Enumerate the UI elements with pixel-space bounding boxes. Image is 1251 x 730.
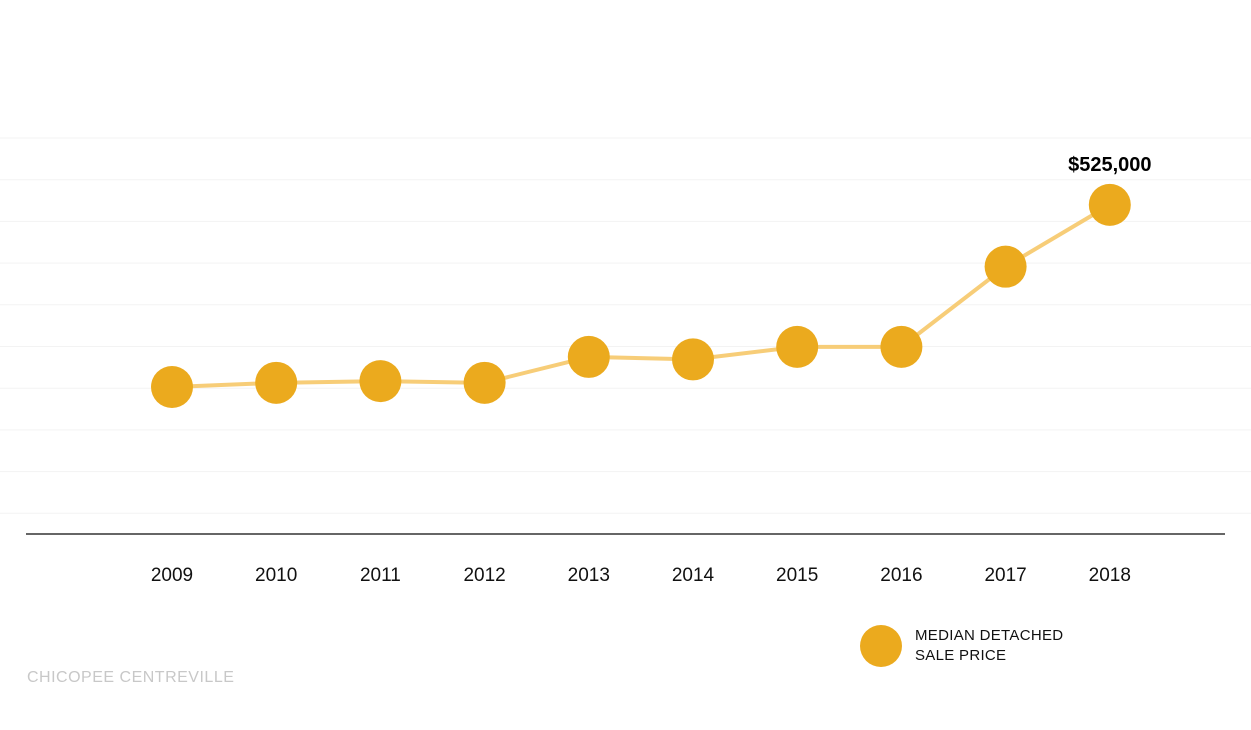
x-tick-label-2010: 2010 [255,565,297,586]
footer-location-label: CHICOPEE CENTREVILLE [27,669,235,686]
x-tick-label-2014: 2014 [672,565,715,586]
x-tick-label-2016: 2016 [880,565,922,586]
x-tick-label-2009: 2009 [151,565,193,586]
data-point-2018 [1088,183,1131,226]
x-tick-label-2017: 2017 [984,565,1026,586]
x-tick-label-2015: 2015 [776,565,818,586]
legend-swatch [860,625,902,667]
data-labels: $525,000 [1068,154,1151,176]
legend-label: MEDIAN DETACHED SALE PRICE [915,626,1063,666]
data-point-2009 [151,365,193,408]
legend: MEDIAN DETACHED SALE PRICE [860,625,1063,667]
data-label-2018: $525,000 [1068,154,1151,176]
gridlines [0,137,1251,514]
series-line [171,203,1111,389]
x-tick-label-2013: 2013 [568,565,610,586]
data-point-2015 [776,325,819,368]
data-point-2010 [255,361,298,404]
x-tick-label-2012: 2012 [463,565,505,586]
legend-label-line1: MEDIAN DETACHED [915,627,1064,644]
x-tick-labels: 2009 2010 2011 2012 2013 2014 2015 2016 2017 2018 [151,565,1131,586]
x-tick-label-2011: 2011 [360,565,401,586]
x-tick-label-2018: 2018 [1089,565,1131,586]
legend-label-line2: SALE PRICE [915,647,1007,664]
data-points [151,183,1131,408]
data-point-2016 [880,325,923,368]
data-point-2017 [984,245,1027,288]
data-point-2012 [463,361,506,404]
data-point-2013 [567,335,610,378]
data-point-2011 [359,360,402,403]
data-point-2014 [672,338,714,381]
